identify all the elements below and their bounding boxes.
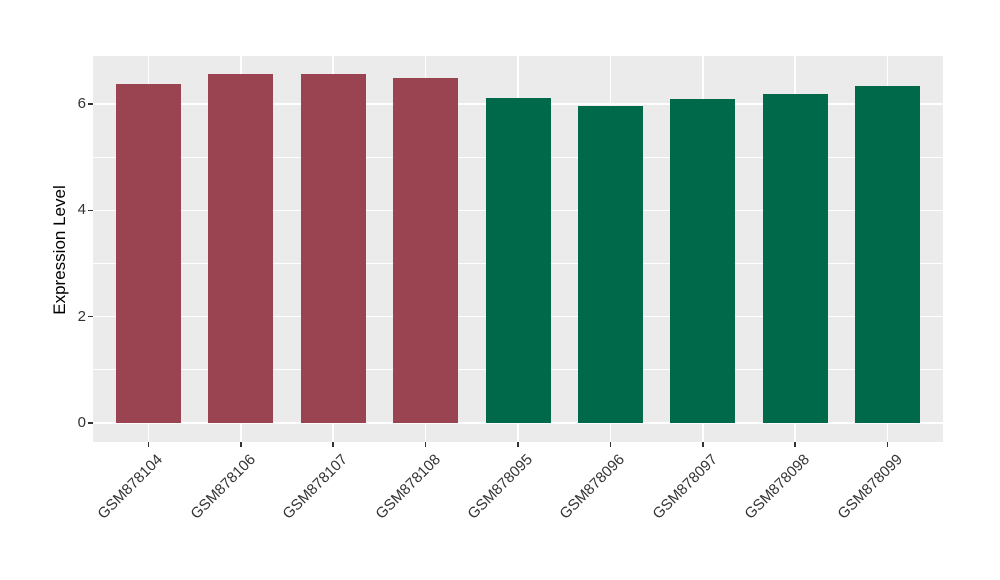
x-tick-mark-GSM878095: [517, 442, 519, 447]
bar-GSM878099: [855, 86, 921, 423]
y-tick-mark-6: [88, 103, 93, 105]
bar-GSM878097: [670, 99, 736, 423]
y-tick-label-2: 2: [77, 307, 86, 325]
bar-GSM878107: [300, 73, 366, 423]
bar-GSM878095: [485, 98, 551, 423]
y-axis-title: Expression Level: [50, 185, 69, 315]
bar-GSM878096: [577, 105, 643, 423]
x-tick-label-GSM878099: GSM878099: [833, 451, 906, 523]
x-tick-mark-GSM878099: [886, 442, 889, 447]
y-tick-label-6: 6: [77, 94, 86, 112]
x-tick-mark-GSM878104: [147, 442, 150, 447]
x-tick-mark-GSM878106: [240, 442, 242, 447]
bar-GSM878104: [115, 83, 181, 423]
x-tick-mark-GSM878096: [609, 442, 612, 447]
y-tick-label-4: 4: [77, 201, 86, 219]
y-tick-mark-4: [88, 209, 93, 212]
plot-panel: [93, 56, 943, 442]
y-tick-label-0: 0: [77, 414, 86, 431]
y-tick-mark-0: [88, 422, 93, 424]
y-tick-mark-2: [88, 315, 93, 318]
x-tick-mark-GSM878098: [794, 442, 796, 447]
x-tick-mark-GSM878107: [332, 442, 334, 447]
bar-GSM878098: [762, 94, 828, 423]
bar-GSM878106: [208, 74, 274, 423]
x-tick-mark-GSM878097: [702, 442, 704, 447]
x-tick-mark-GSM878108: [424, 442, 427, 447]
bar-GSM878108: [393, 77, 459, 423]
